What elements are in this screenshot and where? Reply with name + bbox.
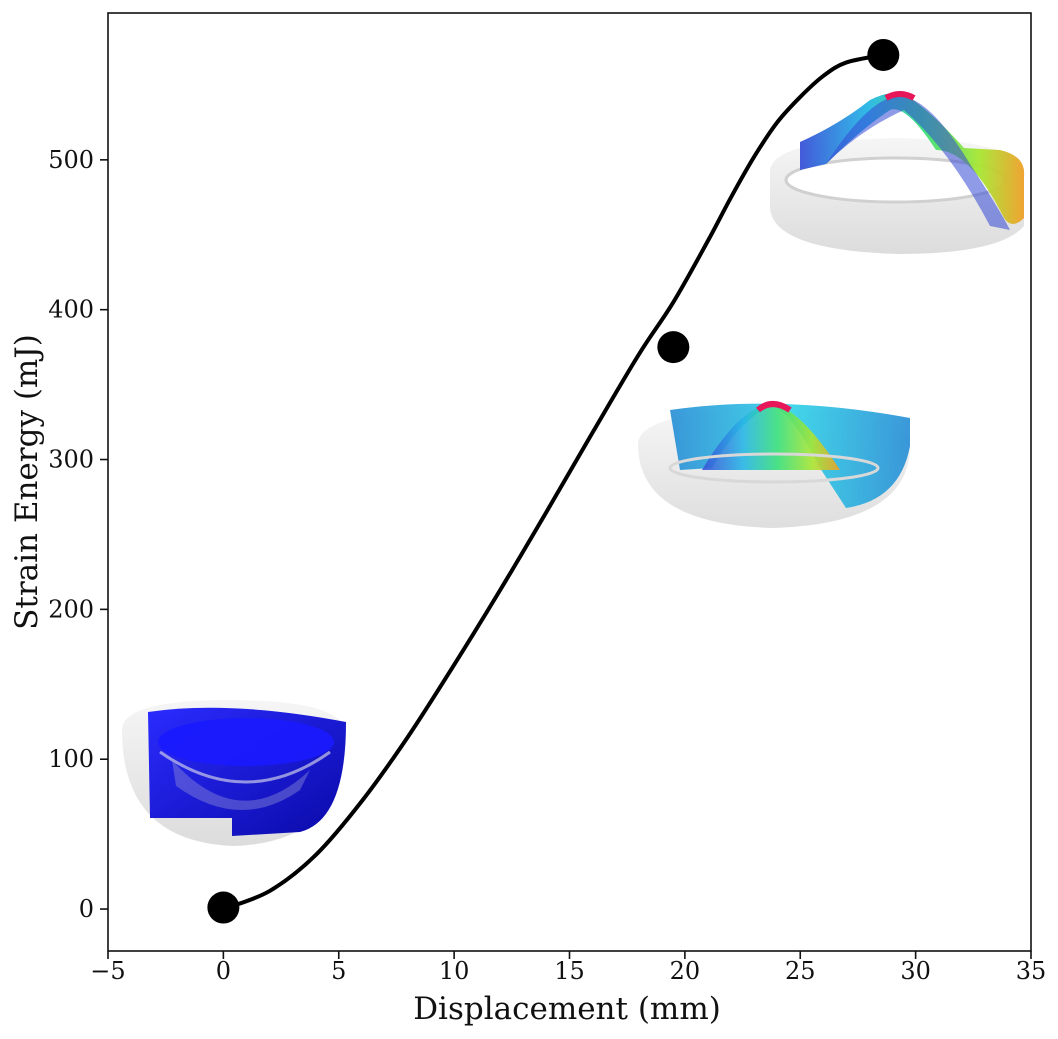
y-tick-label: 500 [48,146,94,174]
strain-energy-line [221,52,886,912]
y-tick-label: 100 [48,745,94,773]
data-point-marker [657,331,690,364]
mid-deformation-inset [638,401,910,528]
data-point-marker [867,38,900,71]
undeformed-dome-inset [122,700,346,846]
data-point-marker [207,891,240,924]
x-tick-label: 35 [1016,957,1047,985]
x-tick-label: −5 [90,957,125,985]
x-tick-label: 30 [900,957,931,985]
y-tick-label: 200 [48,595,94,623]
y-tick-label: 400 [48,296,94,324]
inverted-dome-inset [770,91,1025,254]
x-tick-label: 5 [331,957,346,985]
y-tick-label: 300 [48,446,94,474]
x-tick-label: 10 [439,957,470,985]
y-axis-label: Strain Energy (mJ) [9,334,45,630]
y-tick-label: 0 [79,895,94,923]
x-tick-label: 20 [670,957,701,985]
x-axis-label: Displacement (mm) [413,991,721,1027]
x-tick-label: 25 [785,957,816,985]
x-tick-label: 0 [216,957,231,985]
x-tick-label: 15 [554,957,585,985]
